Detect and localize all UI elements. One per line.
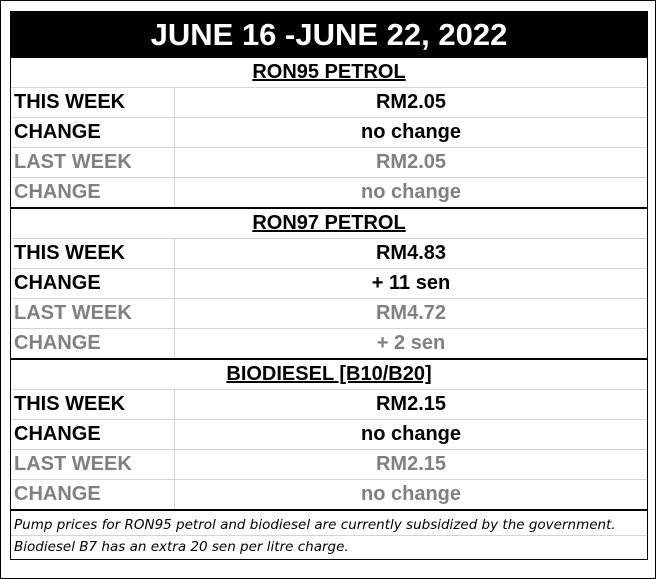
section-title: RON97 PETROL xyxy=(11,209,647,239)
section-ron97-petrol: RON97 PETROL THIS WEEK RM4.83 CHANGE + 11 se… xyxy=(11,209,647,360)
table-row: CHANGE no change xyxy=(11,420,647,450)
table-row: THIS WEEK RM2.15 xyxy=(11,390,647,420)
row-value: RM2.05 xyxy=(375,151,447,173)
section-title: RON95 PETROL xyxy=(11,58,647,88)
row-label: CHANGE xyxy=(11,118,175,147)
row-label: CHANGE xyxy=(11,420,175,449)
footnote-subsidy: Pump prices for RON95 petrol and biodies… xyxy=(11,511,647,536)
row-label: THIS WEEK xyxy=(11,88,175,117)
table-row: THIS WEEK RM4.83 xyxy=(11,239,647,269)
table-row: LAST WEEK RM4.72 xyxy=(11,299,647,329)
table-row: CHANGE no change xyxy=(11,178,647,207)
section-title-text: RON97 PETROL xyxy=(252,212,406,234)
row-value: RM2.15 xyxy=(375,453,447,475)
footnote-b7: Biodiesel B7 has an extra 20 sen per lit… xyxy=(14,539,349,555)
table-row: LAST WEEK RM2.15 xyxy=(11,450,647,480)
row-label: THIS WEEK xyxy=(11,390,175,419)
row-value: no change xyxy=(360,483,461,505)
row-value: RM4.83 xyxy=(375,242,447,264)
row-value: + 2 sen xyxy=(376,332,446,354)
row-label: CHANGE xyxy=(11,480,175,509)
row-label: CHANGE xyxy=(11,329,175,358)
row-value: RM2.15 xyxy=(375,393,447,415)
row-label: LAST WEEK xyxy=(11,148,175,177)
table-row: CHANGE + 2 sen xyxy=(11,329,647,358)
table-row: LAST WEEK RM2.05 xyxy=(11,148,647,178)
table-row: CHANGE no change xyxy=(11,480,647,509)
row-value: no change xyxy=(360,423,461,445)
section-biodiesel-b10-b20: BIODIESEL [B10/B20] THIS WEEK RM2.15 CHANGE… xyxy=(11,360,647,511)
row-value: RM4.72 xyxy=(375,302,447,324)
row-label: CHANGE xyxy=(11,269,175,298)
table-row: CHANGE no change xyxy=(11,118,647,148)
table-row: CHANGE + 11 sen xyxy=(11,269,647,299)
row-value: RM2.05 xyxy=(375,91,447,113)
fuel-price-table: JUNE 16 -JUNE 22, 2022 RON95 PETROL THIS … xyxy=(10,11,648,560)
row-label: CHANGE xyxy=(11,178,175,207)
row-value: + 11 sen xyxy=(371,272,451,294)
section-ron95-petrol: RON95 PETROL THIS WEEK RM2.05 CHANGE no chan… xyxy=(11,58,647,209)
row-label: THIS WEEK xyxy=(11,239,175,268)
section-title-text: BIODIESEL [B10/B20] xyxy=(226,363,432,385)
section-title: BIODIESEL [B10/B20] xyxy=(11,360,647,390)
page-title: JUNE 16 -JUNE 22, 2022 xyxy=(11,12,647,58)
row-label: LAST WEEK xyxy=(11,299,175,328)
table-row: THIS WEEK RM2.05 xyxy=(11,88,647,118)
section-title-text: RON95 PETROL xyxy=(252,61,406,83)
row-value: no change xyxy=(360,121,461,143)
row-label: LAST WEEK xyxy=(11,450,175,479)
row-value: no change xyxy=(360,181,461,203)
